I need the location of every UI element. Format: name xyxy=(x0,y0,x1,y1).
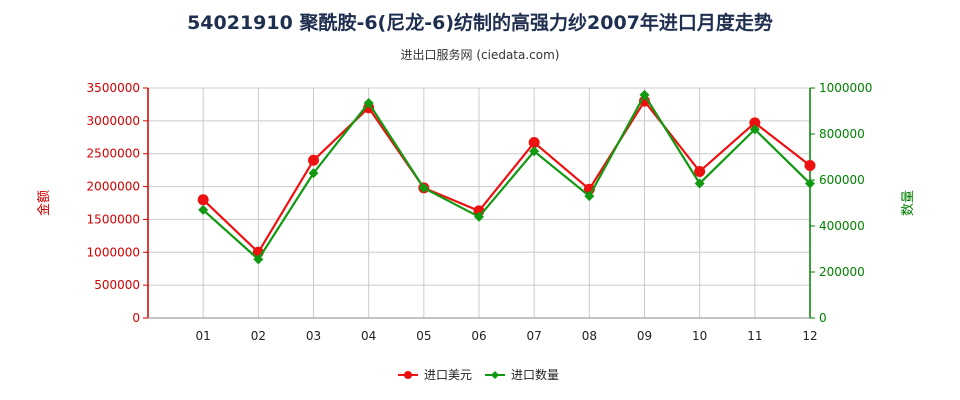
quantity-point xyxy=(418,183,429,194)
x-tick-label: 06 xyxy=(471,329,486,343)
chart-subtitle: 进出口服务网 (ciedata.com) xyxy=(400,48,560,62)
left-tick-label: 0 xyxy=(132,311,140,325)
quantity-point xyxy=(363,97,374,108)
left-axis-title: 金额 xyxy=(36,190,52,216)
left-tick-label: 500000 xyxy=(94,278,140,292)
quantity-point xyxy=(805,178,815,189)
left-tick-label: 1000000 xyxy=(87,245,140,259)
x-tick-label: 08 xyxy=(582,329,597,343)
left-tick-label: 2500000 xyxy=(87,147,140,161)
series-line-quantity xyxy=(202,92,811,262)
legend-label-quantity: 进口数量 xyxy=(511,367,559,382)
quantity-point xyxy=(253,254,264,265)
right-tick-label: 1000000 xyxy=(819,81,872,95)
quantity-point xyxy=(198,204,209,215)
right-tick-label: 0 xyxy=(819,311,827,325)
quantity-point xyxy=(749,124,760,135)
x-tick-label: 12 xyxy=(802,329,817,343)
quantity-point xyxy=(694,178,705,189)
x-tick-label: 09 xyxy=(637,329,652,343)
legend-marker-quantity xyxy=(491,371,499,379)
x-tick-label: 03 xyxy=(306,329,321,343)
right-tick-label: 800000 xyxy=(819,127,865,141)
amount-point xyxy=(197,194,209,206)
x-tick-label: 02 xyxy=(251,329,266,343)
right-tick-label: 400000 xyxy=(819,219,865,233)
left-tick-label: 3500000 xyxy=(87,81,140,95)
x-tick-label: 07 xyxy=(527,329,542,343)
quantity-point xyxy=(308,168,319,179)
quantity-point xyxy=(529,146,540,157)
x-tick-label: 01 xyxy=(196,329,211,343)
amount-point xyxy=(528,137,540,149)
series-line-amount xyxy=(202,99,811,255)
quantity-point xyxy=(474,211,484,222)
left-tick-label: 3000000 xyxy=(87,114,140,128)
quantity-point xyxy=(584,191,595,202)
legend-label-amount: 进口美元 xyxy=(424,368,472,382)
chart-title: 54021910 聚酰胺-6(尼龙-6)纺制的高强力纱2007年进口月度走势 xyxy=(187,12,773,34)
right-tick-label: 600000 xyxy=(819,173,865,187)
x-tick-label: 10 xyxy=(692,329,707,343)
legend-marker-amount xyxy=(404,371,412,379)
x-tick-label: 04 xyxy=(361,329,376,343)
left-tick-label: 2000000 xyxy=(87,180,140,194)
left-tick-label: 1500000 xyxy=(87,212,140,226)
amount-point xyxy=(694,165,706,177)
quantity-point xyxy=(639,89,650,100)
amount-point xyxy=(804,160,816,172)
amount-point xyxy=(749,117,761,129)
x-tick-label: 11 xyxy=(747,329,762,343)
right-tick-label: 200000 xyxy=(819,265,865,279)
right-axis-title: 数量 xyxy=(901,190,916,216)
amount-point xyxy=(308,154,319,166)
x-tick-label: 05 xyxy=(416,329,431,343)
